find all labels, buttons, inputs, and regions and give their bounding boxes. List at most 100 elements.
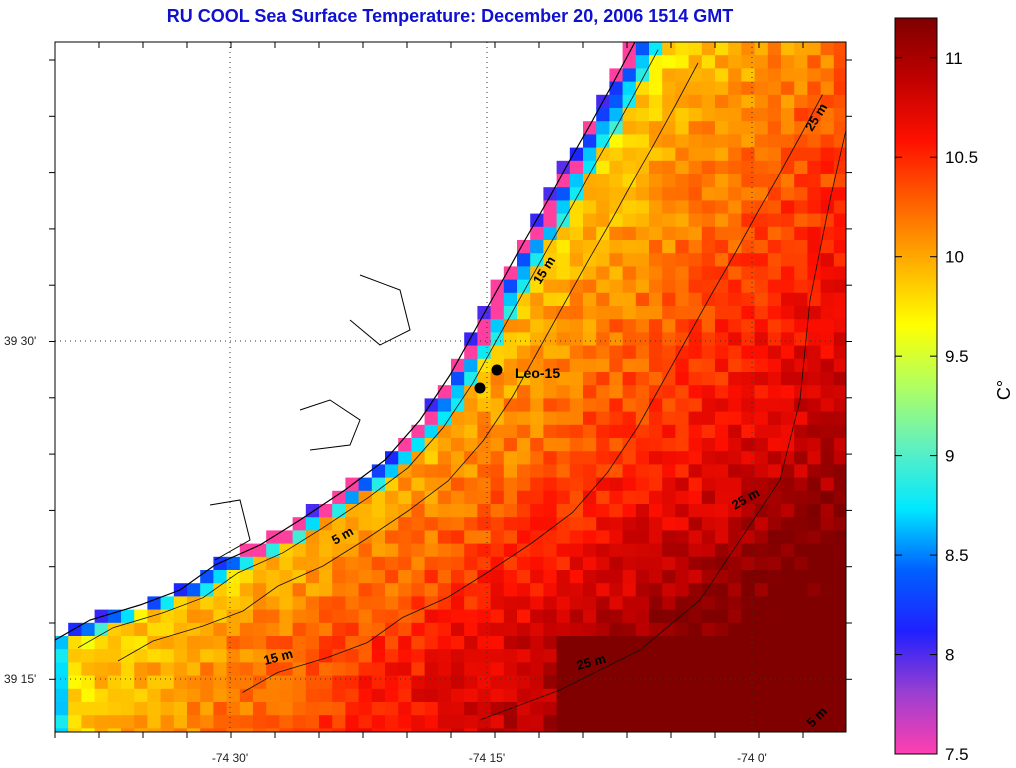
sst-cell — [569, 543, 584, 558]
sst-cell — [517, 702, 531, 716]
sst-cell — [160, 702, 175, 716]
sst-cell — [820, 81, 835, 96]
sst-cell — [635, 279, 650, 294]
sst-cell — [543, 517, 557, 531]
sst-cell — [767, 345, 782, 360]
sst-cell — [490, 504, 505, 518]
sst-cell — [688, 688, 703, 703]
sst-cell — [741, 55, 755, 69]
sst-cell — [530, 622, 544, 637]
sst-cell — [807, 622, 821, 637]
sst-cell — [530, 226, 544, 241]
sst-cell — [781, 649, 795, 663]
sst-cell — [477, 332, 491, 346]
sst-cell — [715, 596, 729, 610]
sst-cell — [543, 622, 557, 637]
sst-cell — [517, 477, 531, 492]
sst-cell — [833, 543, 846, 558]
sst-cell — [543, 358, 557, 373]
sst-cell — [635, 530, 650, 544]
sst-cell — [675, 55, 689, 69]
sst-cell — [583, 517, 597, 531]
sst-cell — [583, 609, 597, 624]
sst-cell — [688, 609, 703, 624]
sst-cell — [701, 517, 716, 531]
sst-cell — [279, 662, 293, 676]
sst-cell — [622, 226, 637, 241]
sst-cell — [609, 490, 623, 505]
sst-cell — [701, 649, 716, 663]
sst-cell — [569, 213, 584, 228]
sst-cell — [794, 675, 808, 690]
sst-cell — [688, 332, 703, 346]
sst-cell — [583, 543, 597, 558]
sst-cell — [187, 662, 201, 676]
sst-cell — [556, 398, 571, 412]
sst-cell — [503, 556, 518, 571]
sst-cell — [794, 94, 808, 109]
sst-cell — [464, 424, 478, 439]
sst-cell — [609, 240, 623, 254]
sst-cell — [794, 609, 808, 624]
sst-cell — [833, 319, 846, 333]
sst-cell — [833, 121, 846, 135]
sst-cell — [635, 451, 650, 465]
sst-cell — [688, 385, 703, 399]
sst-cell — [715, 411, 729, 426]
sst-cell — [68, 702, 82, 716]
station-marker — [491, 364, 503, 376]
sst-cell — [239, 583, 254, 597]
sst-cell — [728, 543, 742, 558]
sst-cell — [583, 240, 597, 254]
sst-cell — [279, 622, 293, 637]
sst-cell — [266, 728, 280, 732]
sst-cell — [833, 451, 846, 465]
sst-cell — [543, 662, 557, 676]
sst-cell — [767, 411, 782, 426]
sst-cell — [319, 609, 333, 624]
sst-cell — [371, 556, 386, 571]
sst-cell — [833, 398, 846, 412]
sst-cell — [728, 134, 742, 148]
sst-cell — [503, 490, 518, 505]
sst-cell — [767, 728, 782, 732]
sst-cell — [107, 688, 122, 703]
sst-cell — [477, 622, 491, 637]
sst-cell — [596, 345, 610, 360]
sst-cell — [121, 728, 135, 732]
sst-cell — [147, 622, 161, 637]
sst-cell — [609, 319, 623, 333]
sst-cell — [675, 253, 689, 267]
sst-cell — [596, 240, 610, 254]
sst-cell — [596, 477, 610, 492]
sst-cell — [609, 662, 623, 676]
sst-cell — [583, 556, 597, 571]
sst-cell — [701, 121, 716, 135]
sst-cell — [649, 240, 663, 254]
sst-cell — [358, 530, 373, 544]
sst-cell — [319, 702, 333, 716]
sst-cell — [715, 649, 729, 663]
sst-cell — [754, 451, 769, 465]
sst-cell — [187, 675, 201, 690]
sst-cell — [728, 504, 742, 518]
sst-cell — [833, 240, 846, 254]
sst-cell — [820, 94, 835, 109]
sst-cell — [662, 464, 676, 478]
sst-cell — [266, 609, 280, 624]
sst-cell — [187, 649, 201, 663]
sst-cell — [701, 728, 716, 732]
sst-cell — [583, 147, 597, 162]
sst-cell — [781, 187, 795, 201]
sst-cell — [622, 108, 637, 122]
sst-cell — [728, 438, 742, 452]
sst-cell — [55, 649, 69, 663]
sst-cell — [173, 596, 188, 610]
sst-cell — [464, 702, 478, 716]
sst-cell — [622, 688, 637, 703]
sst-cell — [385, 715, 399, 729]
sst-cell — [569, 398, 584, 412]
sst-cell — [675, 675, 689, 690]
sst-cell — [107, 675, 122, 690]
sst-cell — [134, 662, 148, 676]
